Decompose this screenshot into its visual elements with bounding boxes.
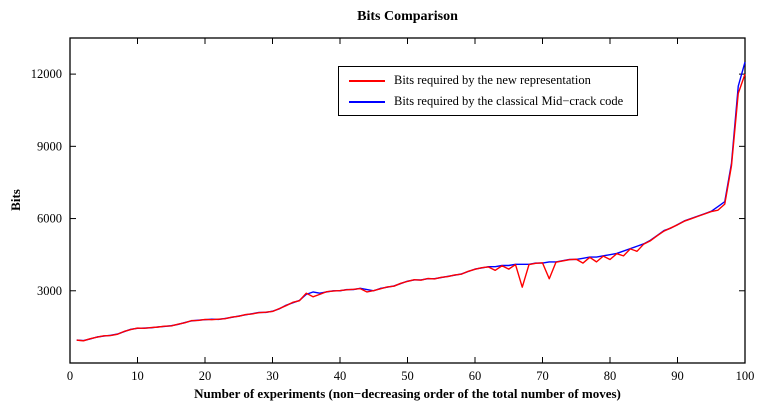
svg-text:12000: 12000 — [31, 67, 62, 81]
svg-text:6000: 6000 — [37, 212, 62, 226]
svg-text:90: 90 — [671, 369, 684, 383]
chart-title: Bits Comparison — [357, 9, 458, 24]
svg-text:10: 10 — [131, 369, 144, 383]
legend-label: Bits required by the classical Mid−crack… — [394, 94, 624, 108]
svg-text:80: 80 — [604, 369, 617, 383]
legend-line-red — [349, 79, 385, 82]
svg-text:100: 100 — [736, 369, 755, 383]
legend-label: Bits required by the new representation — [394, 73, 591, 87]
svg-text:50: 50 — [401, 369, 414, 383]
legend-item: Bits required by the classical Mid−crack… — [349, 94, 623, 109]
svg-text:3000: 3000 — [37, 284, 62, 298]
y-axis-label: Bits — [8, 189, 23, 211]
svg-text:20: 20 — [199, 369, 212, 383]
svg-text:60: 60 — [469, 369, 482, 383]
legend: Bits required by the new representation … — [338, 66, 639, 116]
legend-item: Bits required by the new representation — [349, 73, 623, 88]
x-axis-label: Number of experiments (non−decreasing or… — [194, 386, 621, 401]
svg-text:9000: 9000 — [37, 139, 62, 153]
svg-text:30: 30 — [266, 369, 279, 383]
svg-text:70: 70 — [536, 369, 549, 383]
svg-text:40: 40 — [334, 369, 347, 383]
legend-line-blue — [349, 100, 385, 103]
svg-text:0: 0 — [67, 369, 73, 383]
